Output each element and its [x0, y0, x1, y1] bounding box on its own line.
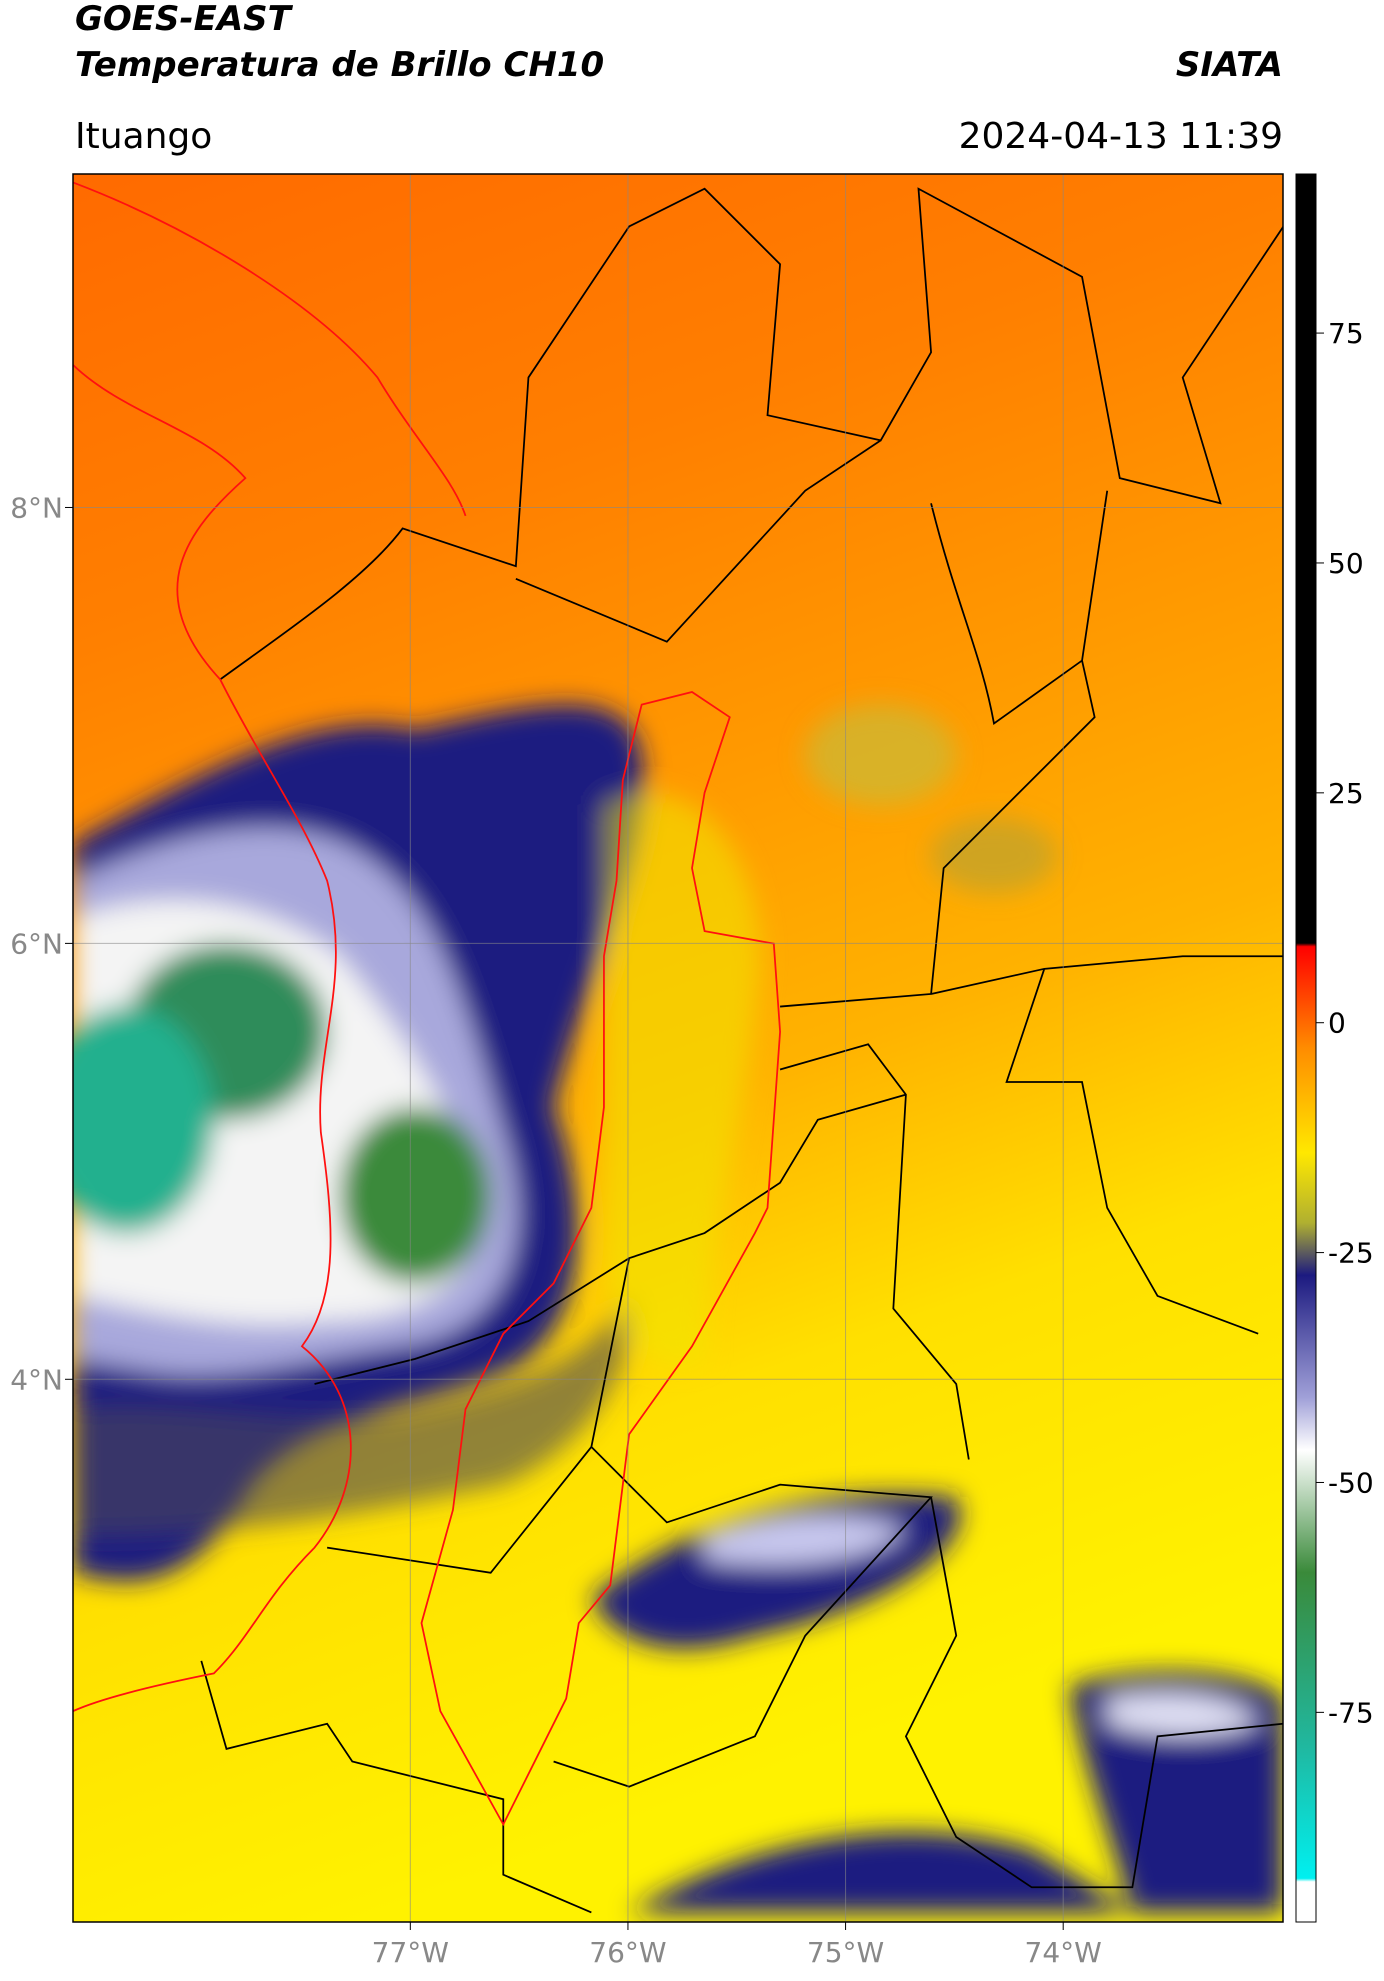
x-tick-label: 77°W — [372, 1936, 449, 1969]
boundaries — [73, 181, 1283, 1914]
colorbar-tick-label: 50 — [1328, 547, 1364, 580]
map-frame — [72, 173, 1284, 1923]
location: Ituango — [75, 116, 212, 157]
colorbar — [1295, 173, 1317, 1923]
colorbar-tick-label: 0 — [1328, 1007, 1346, 1040]
colorbar-tick-label: 75 — [1328, 317, 1364, 350]
satellite-image — [73, 174, 1283, 1922]
graticule — [73, 174, 1283, 1922]
title: GOES-EAST — [75, 0, 294, 39]
colorbar-tick-label: -25 — [1328, 1237, 1374, 1270]
x-tick-label: 75°W — [807, 1936, 884, 1969]
colorbar-tick-label: 25 — [1328, 777, 1364, 810]
y-tick-label: 8°N — [10, 491, 63, 524]
source: SIATA — [1176, 45, 1283, 85]
datetime: 2024-04-13 11:39 — [959, 116, 1283, 157]
y-tick-label: 6°N — [10, 927, 63, 960]
colorbar-tick-label: -75 — [1328, 1696, 1374, 1729]
x-tick-label: 74°W — [1025, 1936, 1102, 1969]
subtitle: Temperatura de Brillo CH10 — [75, 45, 604, 85]
y-tick-label: 4°N — [10, 1363, 63, 1396]
x-tick-label: 76°W — [589, 1936, 666, 1969]
colorbar-tick-label: -50 — [1328, 1466, 1374, 1499]
